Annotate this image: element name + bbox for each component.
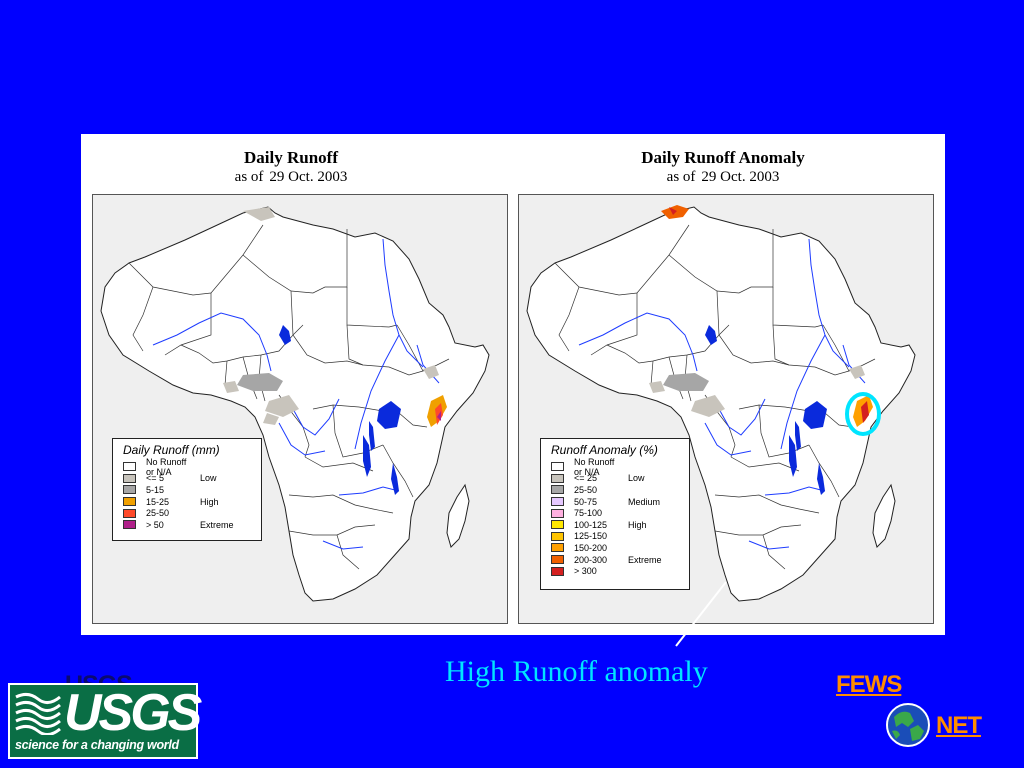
lakes (279, 325, 401, 495)
legend-label: 25-50 (146, 508, 170, 519)
left-map-date: 29 Oct. 2003 (269, 169, 348, 185)
usgs-logo[interactable]: USGS science for a changing world (8, 683, 202, 759)
right-legend-title: Runoff Anomaly (%) (551, 443, 658, 457)
usgs-wordmark: USGS (64, 684, 202, 742)
legend-label: 75-100 (574, 508, 603, 519)
left-map: Daily Runoff (mm) No Runoff or N/A <= 5 Lo… (92, 194, 508, 624)
legend-label: No Runoff or N/A (574, 456, 615, 477)
right-africa-map (526, 205, 916, 602)
right-map-date: 29 Oct. 2003 (701, 169, 780, 185)
legend-class: Extreme (628, 554, 662, 565)
legend-swatch (551, 555, 564, 565)
legend-row: > 50 Extreme (123, 519, 255, 531)
legend-label: 15-25 (146, 496, 170, 507)
left-map-header: Daily Runoff as of 29 Oct. 2003 (81, 148, 501, 187)
legend-row: 25-50 (551, 484, 683, 496)
right-legend: Runoff Anomaly (%) No Runoff or N/A <= 25… (540, 438, 690, 590)
legend-class: Extreme (200, 519, 234, 530)
legend-row: 25-50 (123, 507, 255, 519)
legend-class: Low (628, 473, 645, 484)
legend-label: <= 25 (574, 473, 598, 484)
legend-label: 50-75 (574, 496, 598, 507)
legend-swatch (123, 508, 136, 518)
legend-swatch (551, 462, 564, 472)
runoff-gray-patches (223, 207, 439, 425)
left-map-date-line: as of 29 Oct. 2003 (81, 168, 501, 187)
right-legend-rows: No Runoff or N/A <= 25 Low 25-50 50-75 Medium… (551, 457, 683, 577)
highlight-ring (845, 392, 881, 436)
legend-label: > 300 (574, 566, 597, 577)
legend-swatch (551, 520, 564, 530)
legend-row: <= 25 Low (551, 473, 683, 485)
legend-row: No Runoff or N/A (551, 457, 683, 477)
legend-label: 150-200 (574, 542, 608, 553)
legend-swatch (123, 497, 136, 507)
legend-swatch (551, 473, 564, 483)
legend-row: 100-125 High (551, 519, 683, 531)
legend-label: 25-50 (574, 484, 598, 495)
legend-label: <= 5 (146, 473, 165, 484)
legend-row: <= 5 Low (123, 473, 255, 485)
high-runoff-caption: High Runoff anomaly (445, 655, 708, 688)
legend-row: 5-15 (123, 484, 255, 496)
left-legend: Daily Runoff (mm) No Runoff or N/A <= 5 Lo… (112, 438, 262, 541)
legend-label: 100-125 (574, 519, 608, 530)
legend-swatch (551, 508, 564, 518)
legend-swatch (123, 485, 136, 495)
rivers (578, 238, 866, 550)
rivers (152, 238, 440, 550)
legend-class: High (200, 496, 219, 507)
left-legend-rows: No Runoff or N/A <= 5 Low 5-15 15-25 High 25-5… (123, 457, 255, 531)
maps-panel: Daily Runoff as of 29 Oct. 2003 (81, 134, 945, 635)
legend-swatch (551, 543, 564, 553)
right-map: Runoff Anomaly (%) No Runoff or N/A <= 25… (518, 194, 934, 624)
legend-class: High (628, 519, 647, 530)
anomaly-extreme-patches (661, 205, 873, 427)
legend-row: 75-100 (551, 507, 683, 519)
legend-row: 50-75 Medium (551, 496, 683, 508)
right-map-date-prefix: as of (666, 169, 696, 185)
legend-class: Low (200, 473, 217, 484)
legend-swatch (123, 473, 136, 483)
legend-swatch (551, 497, 564, 507)
legend-row: > 300 (551, 565, 683, 577)
left-legend-title: Daily Runoff (mm) (123, 443, 220, 457)
legend-swatch (551, 566, 564, 576)
left-map-title: Daily Runoff (244, 148, 338, 167)
legend-row: 150-200 (551, 542, 683, 554)
legend-label: > 50 (146, 519, 164, 530)
right-map-date-line: as of 29 Oct. 2003 (513, 168, 933, 187)
legend-swatch (551, 485, 564, 495)
legend-row: 15-25 High (123, 496, 255, 508)
legend-swatch (551, 531, 564, 541)
lakes (705, 325, 827, 495)
legend-label: 200-300 (574, 554, 608, 565)
legend-swatch (123, 462, 136, 472)
legend-row: 200-300 Extreme (551, 554, 683, 566)
usgs-wave-icon (15, 692, 61, 735)
legend-row: No Runoff or N/A (123, 457, 255, 477)
globe-icon (886, 703, 930, 747)
legend-label: No Runoff or N/A (146, 456, 187, 477)
net-logo-text[interactable]: NET (936, 712, 982, 739)
left-africa-map (100, 206, 490, 602)
legend-label: 125-150 (574, 531, 608, 542)
right-map-title: Daily Runoff Anomaly (641, 148, 805, 167)
legend-class: Medium (628, 496, 661, 507)
runoff-high-patches (427, 395, 447, 427)
legend-row: 125-150 (551, 531, 683, 543)
left-map-date-prefix: as of (234, 169, 264, 185)
right-map-header: Daily Runoff Anomaly as of 29 Oct. 2003 (513, 148, 933, 187)
fews-logo-text[interactable]: FEWS (836, 671, 902, 698)
anomaly-gray-patches (649, 365, 865, 417)
legend-swatch (123, 520, 136, 530)
usgs-tagline: science for a changing world (15, 738, 179, 752)
legend-label: 5-15 (146, 484, 165, 495)
